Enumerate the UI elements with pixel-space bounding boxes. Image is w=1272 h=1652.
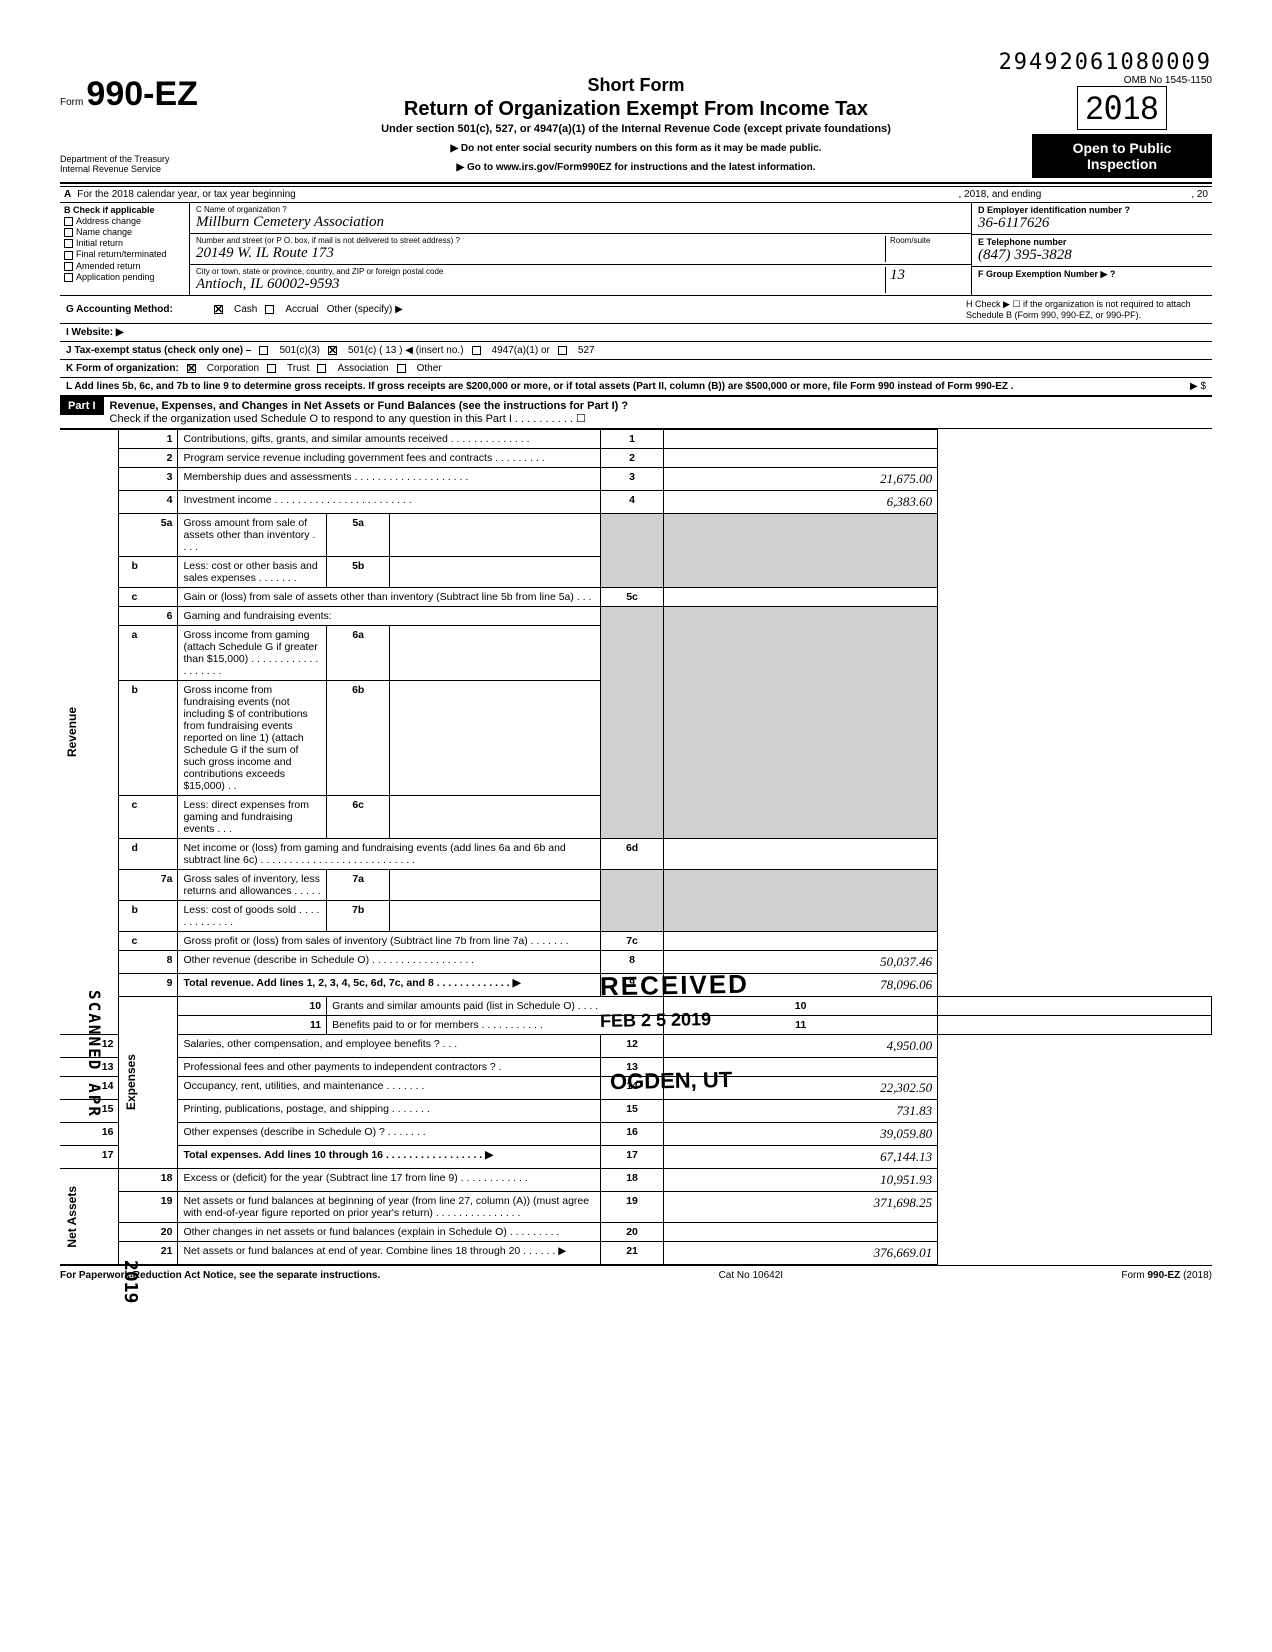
chk-527[interactable]: [558, 346, 567, 355]
year-side-stamp: 2019: [120, 1260, 141, 1303]
instr-ssn: ▶ Do not enter social security numbers o…: [250, 143, 1022, 154]
part-1-header: Part I Revenue, Expenses, and Changes in…: [60, 396, 1212, 429]
chk-name[interactable]: [64, 228, 73, 237]
chk-assoc[interactable]: [317, 364, 326, 373]
netassets-label: Net Assets: [65, 1186, 79, 1248]
line-l: L Add lines 5b, 6c, and 7b to line 9 to …: [66, 381, 1014, 392]
footer: For Paperwork Reduction Act Notice, see …: [60, 1265, 1212, 1285]
part-1-table: Revenue 1Contributions, gifts, grants, a…: [60, 429, 1212, 1265]
amt-2: [664, 449, 938, 468]
chk-cash[interactable]: [214, 305, 223, 314]
city-value: Antioch, IL 60002-9593: [196, 276, 885, 293]
part-1-label: Part I: [60, 397, 104, 415]
addr-label: Number and street (or P O. box, if mail …: [196, 236, 885, 245]
revenue-label: Revenue: [65, 707, 79, 757]
omb-number: OMB No 1545-1150: [1032, 75, 1212, 86]
accounting-label: G Accounting Method:: [66, 304, 206, 315]
amt-1: [664, 430, 938, 449]
chk-address[interactable]: [64, 217, 73, 226]
chk-final[interactable]: [64, 251, 73, 260]
chk-trust[interactable]: [267, 364, 276, 373]
dept-treasury: Department of the Treasury Internal Reve…: [60, 154, 240, 174]
h-check: H Check ▶ ☐ if the organization is not r…: [966, 299, 1206, 320]
part-1-title: Revenue, Expenses, and Changes in Net As…: [110, 400, 629, 412]
form-prefix: Form: [60, 97, 83, 108]
org-name-label: C Name of organization ?: [196, 205, 965, 214]
chk-501c[interactable]: [328, 346, 337, 355]
amt-4: 6,383.60: [664, 491, 938, 514]
amt-8: 50,037.46: [664, 951, 938, 974]
amt-17: 67,144.13: [664, 1146, 938, 1169]
chk-initial[interactable]: [64, 239, 73, 248]
amt-3: 21,675.00: [664, 468, 938, 491]
addr-value: 20149 W. IL Route 173: [196, 245, 885, 262]
scanned-stamp: SCANNED APR: [85, 990, 104, 1118]
chk-other[interactable]: [397, 364, 406, 373]
open-public: Open to Public Inspection: [1032, 134, 1212, 178]
chk-amended[interactable]: [64, 262, 73, 271]
main-title: Return of Organization Exempt From Incom…: [250, 98, 1022, 121]
subtitle: Under section 501(c), 527, or 4947(a)(1)…: [250, 123, 1022, 135]
row-a-text3: , 20: [1191, 189, 1208, 200]
amt-5c: [664, 588, 938, 607]
amt-14: 22,302.50: [664, 1077, 938, 1100]
amt-7c: [664, 932, 938, 951]
room-value: 13: [890, 267, 965, 284]
footer-right: Form 990-EZ (2018): [1121, 1270, 1212, 1281]
tax-year: 20201818: [1077, 86, 1168, 130]
phone-value: (847) 395-3828: [978, 247, 1206, 264]
phone-label: E Telephone number: [978, 237, 1206, 247]
expenses-label: Expenses: [124, 1054, 138, 1110]
amt-19: 371,698.25: [664, 1192, 938, 1223]
section-c: C Name of organization ? Millburn Cemete…: [190, 203, 972, 295]
chk-501c3[interactable]: [259, 346, 268, 355]
amt-20: [664, 1223, 938, 1242]
amt-21: 376,669.01: [664, 1242, 938, 1265]
line-l-arrow: ▶ $: [1190, 381, 1206, 392]
tax-exempt-label: J Tax-exempt status (check only one) –: [66, 345, 251, 356]
ein-label: D Employer identification number ?: [978, 205, 1206, 215]
info-grid: B Check if applicable Address change Nam…: [60, 203, 1212, 296]
form-org-label: K Form of organization:: [66, 363, 179, 374]
tracking-number: 29492061080009: [60, 50, 1212, 75]
chk-corp[interactable]: [187, 364, 196, 373]
footer-mid: Cat No 10642I: [719, 1270, 784, 1281]
amt-6d: [664, 839, 938, 870]
amt-15: 731.83: [664, 1100, 938, 1123]
instr-url: ▶ Go to www.irs.gov/Form990EZ for instru…: [250, 162, 1022, 173]
amt-11: [938, 1016, 1212, 1035]
section-b-header: B Check if applicable: [64, 205, 185, 215]
room-label: Room/suite: [890, 236, 965, 245]
org-name-value: Millburn Cemetery Association: [196, 214, 965, 231]
meta-rows: G Accounting Method: Cash Accrual Other …: [60, 296, 1212, 396]
amt-18: 10,951.93: [664, 1169, 938, 1192]
website-label: I Website: ▶: [66, 327, 206, 338]
group-label: F Group Exemption Number ▶ ?: [978, 269, 1206, 280]
short-form-label: Short Form: [250, 75, 1022, 96]
row-a-text1: For the 2018 calendar year, or tax year …: [77, 189, 295, 200]
chk-4947[interactable]: [472, 346, 481, 355]
section-b: B Check if applicable Address change Nam…: [60, 203, 190, 295]
row-a-text2: , 2018, and ending: [958, 189, 1041, 200]
amt-10: [938, 997, 1212, 1016]
footer-left: For Paperwork Reduction Act Notice, see …: [60, 1270, 380, 1281]
ein-value: 36-6117626: [978, 215, 1206, 232]
city-label: City or town, state or province, country…: [196, 267, 885, 276]
form-header: Form 990-EZ Department of the Treasury I…: [60, 75, 1212, 178]
form-number: 990-EZ: [86, 75, 198, 113]
row-a-tax-year: A For the 2018 calendar year, or tax yea…: [60, 186, 1212, 203]
chk-accrual[interactable]: [265, 305, 274, 314]
part-1-check: Check if the organization used Schedule …: [110, 413, 586, 425]
amt-12: 4,950.00: [664, 1035, 938, 1058]
amt-13: [664, 1058, 938, 1077]
section-def: D Employer identification number ? 36-61…: [972, 203, 1212, 295]
amt-9: 78,096.06: [664, 974, 938, 997]
amt-16: 39,059.80: [664, 1123, 938, 1146]
chk-pending[interactable]: [64, 273, 73, 282]
